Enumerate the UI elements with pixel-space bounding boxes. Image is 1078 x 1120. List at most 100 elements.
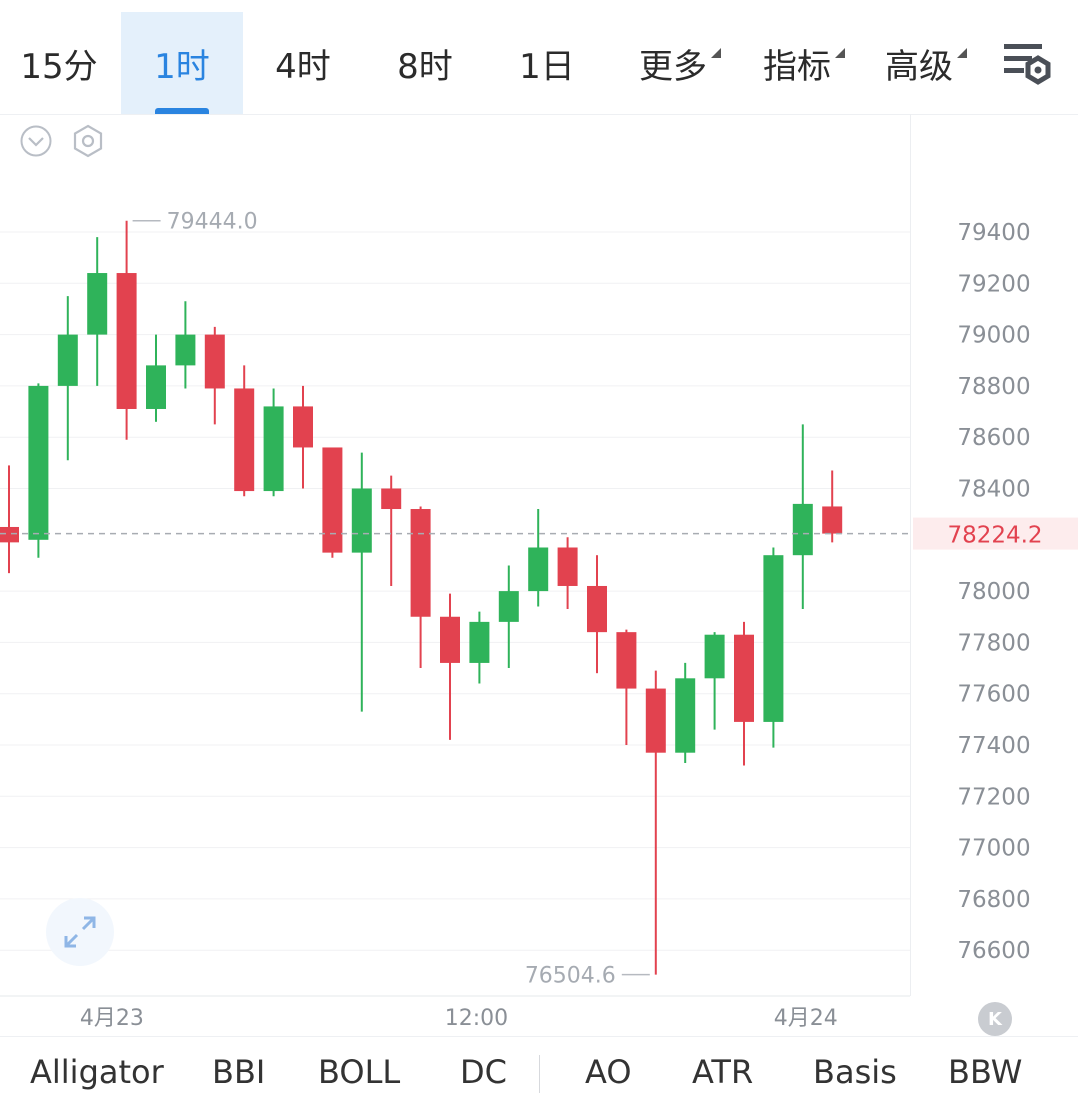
y-tick-label: 79000 xyxy=(957,323,1030,349)
candle-body xyxy=(0,526,19,543)
candle-body xyxy=(440,616,460,663)
y-tick-label: 77400 xyxy=(957,733,1030,759)
indicator-basis[interactable]: Basis xyxy=(813,1053,897,1091)
extreme-markers: 79444.0 76504.6 xyxy=(132,210,650,989)
candle-down xyxy=(234,365,255,497)
y-tick-label: 77200 xyxy=(957,784,1030,810)
candle-body xyxy=(645,688,666,753)
expand-arrows-icon xyxy=(64,916,96,948)
candle-body xyxy=(557,547,578,586)
tab-label: 指标 xyxy=(763,39,845,88)
fullscreen-expand-button[interactable] xyxy=(46,898,114,966)
indicator-alligator[interactable]: Alligator xyxy=(30,1053,164,1091)
dropdown-corner-icon xyxy=(711,47,721,58)
y-tick-label: 79200 xyxy=(957,271,1030,297)
candle-up xyxy=(763,547,784,748)
y-tick-label: 76800 xyxy=(957,887,1030,913)
dropdown-corner-icon xyxy=(835,47,845,58)
candle-body xyxy=(263,406,284,492)
candle-body xyxy=(469,621,490,663)
candle-body xyxy=(175,334,196,366)
candle-up xyxy=(351,452,372,712)
y-tick-label: 78000 xyxy=(957,579,1030,605)
candle-body xyxy=(28,385,49,540)
tab-label: 1时 xyxy=(154,46,210,87)
y-tick-label: 78400 xyxy=(957,477,1030,503)
candle-up xyxy=(175,301,196,389)
y-tick-label: 78800 xyxy=(957,374,1030,400)
candle-series xyxy=(0,220,843,975)
tab-label-text: 高级 xyxy=(885,46,953,87)
tab-more-dropdown[interactable]: 更多 xyxy=(618,12,728,114)
candle-up xyxy=(146,334,166,422)
candle-down xyxy=(293,385,313,489)
candle-body xyxy=(381,488,402,510)
indicator-ao[interactable]: AO xyxy=(585,1053,632,1091)
dropdown-corner-icon xyxy=(957,47,967,58)
indicator-bar: Alligator BBI BOLL DC AO ATR Basis BBW xyxy=(0,1036,1078,1120)
candle-body xyxy=(322,447,343,553)
candle-body xyxy=(616,632,637,689)
x-tick-label: 4月23 xyxy=(80,1006,144,1031)
current-price-badge xyxy=(913,517,1078,550)
candle-up xyxy=(87,237,108,386)
candle-down xyxy=(410,506,431,669)
y-tick-label: 79400 xyxy=(957,220,1030,246)
tab-label: 1日 xyxy=(519,46,575,87)
tab-indicators-dropdown[interactable]: 指标 xyxy=(742,12,852,114)
k-line-toggle-button[interactable]: K xyxy=(978,1002,1012,1036)
candle-down xyxy=(822,470,843,543)
collapse-chevron-icon[interactable] xyxy=(20,125,52,157)
candle-body xyxy=(293,406,313,448)
candle-down xyxy=(381,475,402,586)
indicator-dc[interactable]: DC xyxy=(460,1053,507,1091)
candle-up xyxy=(498,565,519,669)
tab-15min[interactable]: 15分 xyxy=(0,12,118,114)
tab-label: 更多 xyxy=(639,39,721,88)
indicator-bbw[interactable]: BBW xyxy=(948,1053,1023,1091)
current-price-line: 78224.2 xyxy=(0,517,1078,550)
candle-down xyxy=(616,629,637,745)
x-tick-label: 12:00 xyxy=(445,1006,508,1031)
candle-body xyxy=(87,273,108,335)
candle-body xyxy=(410,509,431,617)
x-tick-label: 4月24 xyxy=(774,1006,838,1031)
candle-body xyxy=(204,334,225,389)
price-axis: 79400 79200 79000 78800 78600 78400 78000 77800… xyxy=(957,220,1030,964)
candle-body xyxy=(528,547,549,592)
candle-down xyxy=(734,621,754,766)
tab-label-text: 更多 xyxy=(639,46,707,87)
tab-label: 4时 xyxy=(275,46,331,87)
candle-up xyxy=(57,296,78,461)
candlestick-chart[interactable]: 79444.0 76504.6 79400 79200 79000 78800 78600… xyxy=(0,114,1078,1036)
candle-body xyxy=(763,555,784,722)
tab-label: 15分 xyxy=(20,46,98,87)
candle-down xyxy=(204,326,225,425)
tab-8hour[interactable]: 8时 xyxy=(365,12,485,114)
candle-down xyxy=(645,670,666,975)
tab-1day[interactable]: 1日 xyxy=(487,12,607,114)
candle-body xyxy=(675,678,696,753)
tab-advanced-dropdown[interactable]: 高级 xyxy=(864,12,974,114)
max-price-label: 79444.0 xyxy=(167,210,258,235)
indicator-boll[interactable]: BOLL xyxy=(318,1053,401,1091)
tab-label: 高级 xyxy=(885,39,967,88)
tab-4hour[interactable]: 4时 xyxy=(243,12,363,114)
indicator-bbi[interactable]: BBI xyxy=(212,1053,266,1091)
tab-1hour[interactable]: 1时 xyxy=(121,12,243,114)
candle-down xyxy=(322,447,343,558)
candle-up xyxy=(792,424,813,610)
tab-label: 8时 xyxy=(397,46,453,87)
candle-down xyxy=(557,537,578,610)
indicator-settings-hex-icon[interactable] xyxy=(73,124,103,158)
candle-body xyxy=(57,334,78,386)
candle-up xyxy=(704,632,725,730)
indicator-atr[interactable]: ATR xyxy=(692,1053,754,1091)
y-tick-label: 77600 xyxy=(957,682,1030,708)
candle-body xyxy=(498,591,519,622)
y-tick-label: 77800 xyxy=(957,630,1030,656)
candle-down xyxy=(440,593,460,740)
time-axis: 4月23 12:00 4月24 xyxy=(80,1006,838,1031)
y-tick-label: 77000 xyxy=(957,836,1030,862)
chart-settings-icon[interactable] xyxy=(1000,40,1056,88)
